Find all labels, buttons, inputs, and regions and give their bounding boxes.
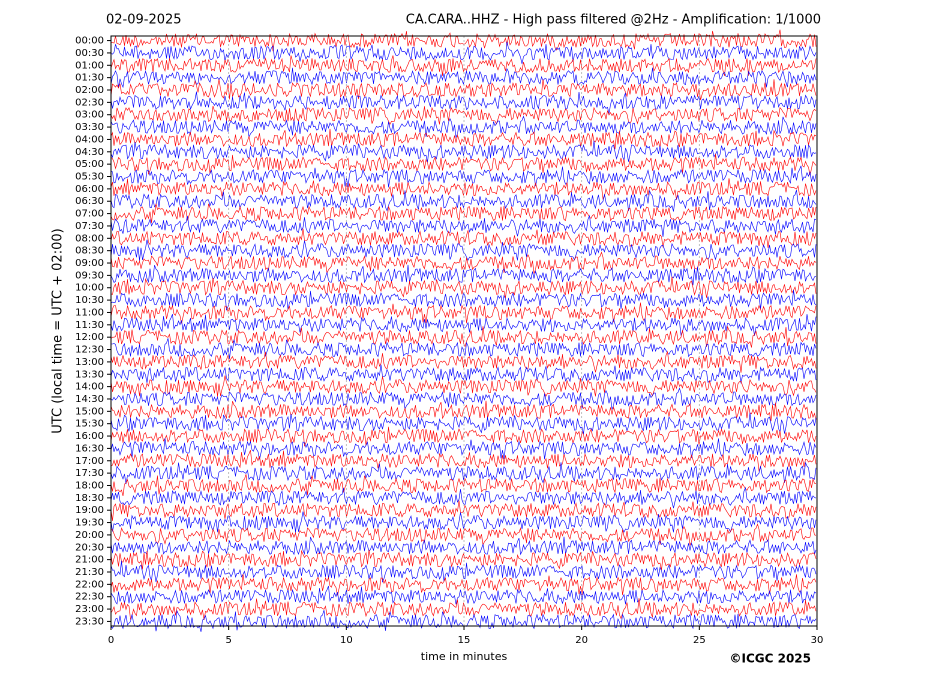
- trace: [110, 461, 817, 485]
- y-tick-label: 22:00: [75, 579, 104, 590]
- trace: [110, 128, 817, 150]
- trace: [110, 426, 817, 447]
- y-axis-label: UTC (local time = UTC + 02:00): [51, 228, 66, 433]
- y-tick-label: 06:00: [75, 184, 104, 195]
- y-tick-label: 15:30: [75, 419, 104, 430]
- trace: [110, 449, 817, 472]
- x-tick-label: 10: [340, 635, 353, 646]
- trace: [110, 325, 817, 348]
- y-tick-label: 05:30: [75, 172, 104, 183]
- trace: [110, 375, 817, 397]
- y-tick-label: 02:00: [75, 85, 104, 96]
- y-tick-label: 01:30: [75, 73, 104, 84]
- y-tick-label: 00:00: [75, 36, 104, 47]
- y-tick-label: 18:00: [75, 480, 104, 491]
- trace: [110, 178, 817, 200]
- trace: [110, 153, 817, 176]
- y-tick-label: 17:00: [75, 456, 104, 467]
- trace: [110, 105, 817, 125]
- trace: [110, 239, 817, 261]
- y-tick-label: 07:00: [75, 209, 104, 220]
- x-axis-label: time in minutes: [421, 650, 508, 663]
- chart-title: CA.CARA..HHZ - High pass filtered @2Hz -…: [406, 13, 821, 28]
- plot-frame: [110, 35, 818, 627]
- y-tick-label: 06:30: [75, 196, 104, 207]
- y-tick-label: 22:30: [75, 592, 104, 603]
- y-tick-label: 12:00: [75, 332, 104, 343]
- trace: [110, 115, 817, 139]
- y-tick-label: 09:30: [75, 270, 104, 281]
- x-tick-label: 30: [811, 635, 824, 646]
- x-tick-label: 20: [575, 635, 588, 646]
- trace: [110, 560, 817, 583]
- trace: [110, 251, 817, 275]
- trace: [111, 338, 817, 360]
- y-tick-label: 23:30: [75, 616, 104, 627]
- trace: [110, 511, 817, 533]
- y-tick-label: 08:30: [75, 246, 104, 257]
- y-tick-label: 13:00: [75, 357, 104, 368]
- y-tick-label: 16:00: [75, 431, 104, 442]
- x-tick-label: 25: [693, 635, 706, 646]
- y-tick-label: 11:00: [75, 307, 104, 318]
- trace: [110, 585, 817, 605]
- trace: [110, 474, 816, 496]
- y-tick-label: 21:30: [75, 567, 104, 578]
- date-title: 02-09-2025: [106, 13, 182, 28]
- y-tick-label: 04:00: [75, 134, 104, 145]
- y-tick-label: 00:30: [75, 48, 104, 59]
- y-tick-label: 16:30: [75, 443, 104, 454]
- x-tick-label: 5: [225, 635, 231, 646]
- trace: [110, 438, 817, 460]
- trace: [110, 500, 817, 522]
- y-tick-label: 04:30: [75, 147, 104, 158]
- y-tick-label: 03:30: [75, 122, 104, 133]
- y-tick-label: 02:30: [75, 97, 104, 108]
- y-tick-label: 09:00: [75, 258, 104, 269]
- trace: [110, 79, 817, 101]
- x-tick-label: 0: [108, 635, 114, 646]
- trace: [110, 41, 817, 64]
- x-tick-label: 15: [458, 635, 471, 646]
- trace: [110, 574, 817, 596]
- trace: [110, 29, 817, 52]
- trace: [110, 313, 817, 336]
- trace: [110, 276, 817, 299]
- y-tick-label: 10:00: [75, 283, 104, 294]
- y-tick-label: 18:30: [75, 493, 104, 504]
- y-tick-label: 19:30: [75, 518, 104, 529]
- trace: [110, 228, 817, 248]
- y-tick-label: 13:30: [75, 369, 104, 380]
- y-tick-label: 21:00: [75, 555, 104, 566]
- y-tick-label: 15:00: [75, 406, 104, 417]
- y-tick-label: 08:00: [75, 233, 104, 244]
- y-tick-label: 19:00: [75, 505, 104, 516]
- y-tick-label: 20:00: [75, 530, 104, 541]
- y-tick-label: 07:30: [75, 221, 104, 232]
- y-tick-label: 17:30: [75, 468, 104, 479]
- y-tick-label: 10:30: [75, 295, 104, 306]
- y-tick-label: 12:30: [75, 345, 104, 356]
- trace: [110, 214, 817, 237]
- trace: [110, 302, 817, 324]
- y-tick-label: 03:00: [75, 110, 104, 121]
- y-tick-label: 14:30: [75, 394, 104, 405]
- y-tick-label: 20:30: [75, 542, 104, 553]
- trace: [110, 165, 817, 188]
- trace: [110, 549, 817, 571]
- y-tick-label: 11:30: [75, 320, 104, 331]
- y-tick-label: 01:00: [75, 60, 104, 71]
- y-tick-label: 05:00: [75, 159, 104, 170]
- y-tick-label: 14:00: [75, 382, 104, 393]
- y-tick-label: 23:00: [75, 604, 104, 615]
- trace: [110, 536, 817, 556]
- credit: ©ICGC 2025: [729, 652, 811, 666]
- trace: [110, 412, 817, 435]
- trace: [110, 486, 817, 509]
- trace: [110, 289, 817, 311]
